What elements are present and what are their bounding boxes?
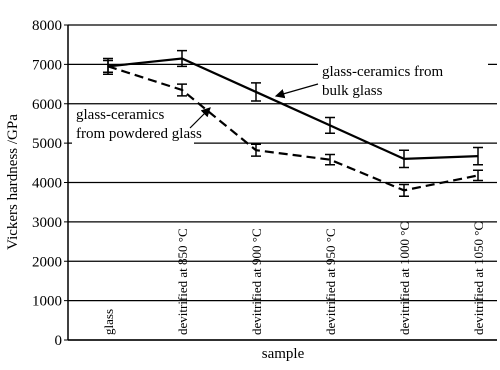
y-tick-label: 6000	[32, 97, 62, 113]
error-bar	[473, 146, 483, 166]
y-tick-label: 8000	[32, 18, 62, 34]
annotation-arrow	[189, 107, 211, 129]
x-tick-label: devitrified at 850 °C	[175, 228, 190, 335]
x-tick-label: devitrified at 1050 °C	[471, 222, 486, 335]
error-bar	[251, 82, 261, 102]
y-tick-label: 3000	[32, 215, 62, 231]
series-line	[107, 65, 479, 192]
series-line	[107, 57, 479, 160]
error-bar	[399, 149, 409, 169]
annotation-bg	[72, 105, 194, 145]
error-bar	[325, 116, 335, 135]
y-tick-label: 4000	[32, 176, 62, 192]
error-bar	[251, 143, 261, 157]
x-tick-label: devitrified at 1000 °C	[397, 222, 412, 335]
x-tick-label: devitrified at 900 °C	[249, 228, 264, 335]
error-bar	[325, 153, 335, 166]
error-bar	[177, 83, 187, 97]
y-tick-label: 2000	[32, 254, 62, 270]
y-tick-label: 1000	[32, 294, 62, 310]
error-bar	[399, 183, 409, 198]
x-tick-label: glass	[101, 309, 116, 335]
annotation: glass-ceramics from	[322, 64, 444, 80]
error-bar	[177, 49, 187, 68]
x-tick-label: devitrified at 950 °C	[323, 228, 338, 335]
error-bar	[473, 169, 483, 182]
annotation: from powdered glass	[76, 126, 202, 142]
y-tick-label: 5000	[32, 136, 62, 152]
x-axis-label: sample	[262, 346, 305, 362]
y-tick-label: 0	[55, 333, 63, 349]
annotation-bg	[318, 62, 488, 102]
annotation: bulk glass	[322, 83, 383, 99]
y-axis-label: Vickers hardness /GPa	[5, 114, 21, 250]
y-tick-label: 7000	[32, 57, 62, 73]
annotation: glass-ceramics	[76, 107, 164, 123]
annotation-arrow	[274, 83, 319, 99]
error-bar	[103, 59, 113, 73]
